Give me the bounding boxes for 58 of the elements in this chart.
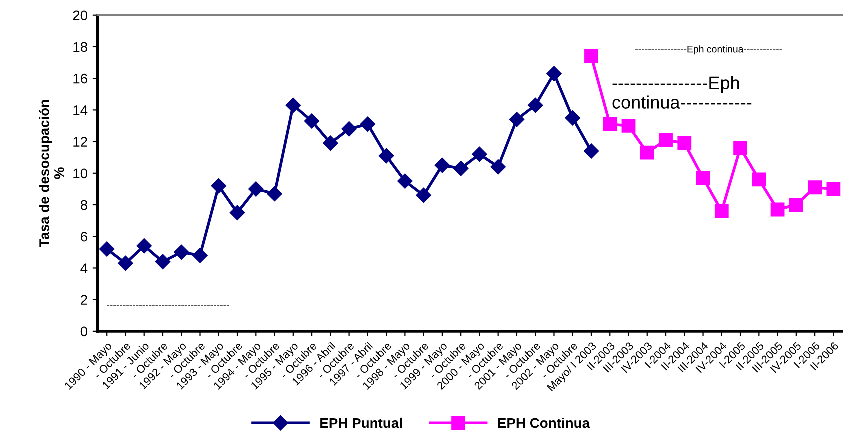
point: [211, 178, 226, 194]
point: [360, 116, 376, 132]
point: [622, 119, 636, 133]
point: [678, 136, 692, 150]
point: [490, 160, 506, 175]
point: [100, 242, 115, 257]
point: [155, 254, 171, 270]
point: [267, 186, 282, 202]
point: [136, 238, 152, 254]
point: [342, 122, 357, 137]
point: [398, 174, 413, 189]
point: [714, 204, 729, 218]
point: [174, 244, 190, 260]
point: [546, 66, 562, 82]
point: [286, 98, 301, 114]
point: [323, 136, 338, 151]
annotation: ----------------Eph continua------------: [636, 46, 782, 55]
point: [304, 114, 320, 129]
point: [826, 182, 841, 196]
point: [584, 50, 598, 64]
point: [752, 172, 766, 187]
y-tick-label: 16: [74, 74, 88, 84]
y-tick-label: 8: [80, 200, 88, 210]
y-tick-label: 20: [73, 10, 88, 21]
point: [472, 146, 488, 162]
point: [378, 148, 394, 164]
point: [770, 202, 785, 217]
point: [454, 161, 469, 176]
point: [603, 117, 618, 132]
y-tick-label: 0: [80, 326, 88, 337]
point: [509, 112, 525, 128]
y-tick-label: 6: [81, 232, 88, 242]
point: [434, 158, 450, 174]
point: [734, 141, 748, 156]
point: [640, 146, 654, 160]
point: [565, 110, 580, 126]
point: [230, 205, 246, 220]
point: [416, 188, 432, 204]
y-tick-label: 4: [80, 264, 88, 274]
y-tick-label: 10: [74, 168, 88, 179]
legend-label: EPH Continua: [498, 418, 590, 428]
point: [192, 248, 208, 264]
annotation: --------------------------------------: [107, 305, 230, 306]
point: [528, 98, 544, 114]
y-tick-label: 2: [81, 295, 88, 305]
y-tick-label: 18: [74, 42, 88, 52]
y-tick-label: 12: [74, 137, 88, 147]
point: [659, 133, 673, 148]
point: [808, 180, 822, 195]
point: [118, 256, 134, 272]
point: [696, 171, 710, 186]
legend-label: EPH Puntual: [320, 418, 402, 428]
annotation: ----------------Eph continua------------: [612, 76, 752, 109]
point: [584, 144, 600, 159]
y-axis-title: Tasa de desocupación %: [39, 100, 64, 248]
point: [248, 182, 264, 197]
point: [789, 198, 804, 212]
y-tick-label: 14: [74, 106, 88, 116]
